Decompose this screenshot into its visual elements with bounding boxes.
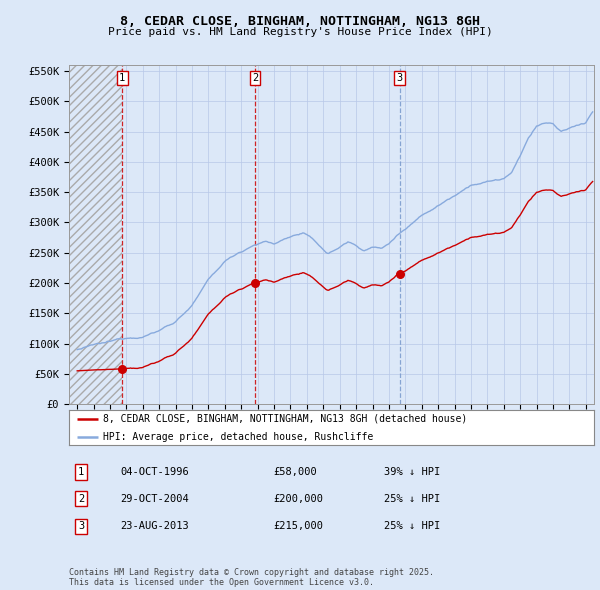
Text: 04-OCT-1996: 04-OCT-1996: [120, 467, 189, 477]
Text: 3: 3: [78, 522, 84, 531]
Text: Price paid vs. HM Land Registry's House Price Index (HPI): Price paid vs. HM Land Registry's House …: [107, 27, 493, 37]
Text: £215,000: £215,000: [273, 522, 323, 531]
Text: 29-OCT-2004: 29-OCT-2004: [120, 494, 189, 503]
Text: £200,000: £200,000: [273, 494, 323, 503]
Text: 25% ↓ HPI: 25% ↓ HPI: [384, 522, 440, 531]
Bar: [69, 65, 122, 404]
Text: 25% ↓ HPI: 25% ↓ HPI: [384, 494, 440, 503]
Text: 8, CEDAR CLOSE, BINGHAM, NOTTINGHAM, NG13 8GH (detached house): 8, CEDAR CLOSE, BINGHAM, NOTTINGHAM, NG1…: [103, 414, 467, 424]
Text: 23-AUG-2013: 23-AUG-2013: [120, 522, 189, 531]
Text: 2: 2: [78, 494, 84, 503]
Text: 2: 2: [252, 73, 258, 83]
Text: 8, CEDAR CLOSE, BINGHAM, NOTTINGHAM, NG13 8GH: 8, CEDAR CLOSE, BINGHAM, NOTTINGHAM, NG1…: [120, 15, 480, 28]
Text: Contains HM Land Registry data © Crown copyright and database right 2025.
This d: Contains HM Land Registry data © Crown c…: [69, 568, 434, 587]
Text: 1: 1: [78, 467, 84, 477]
Text: £58,000: £58,000: [273, 467, 317, 477]
Text: HPI: Average price, detached house, Rushcliffe: HPI: Average price, detached house, Rush…: [103, 432, 373, 441]
Text: 39% ↓ HPI: 39% ↓ HPI: [384, 467, 440, 477]
Text: 3: 3: [397, 73, 403, 83]
Text: 1: 1: [119, 73, 125, 83]
